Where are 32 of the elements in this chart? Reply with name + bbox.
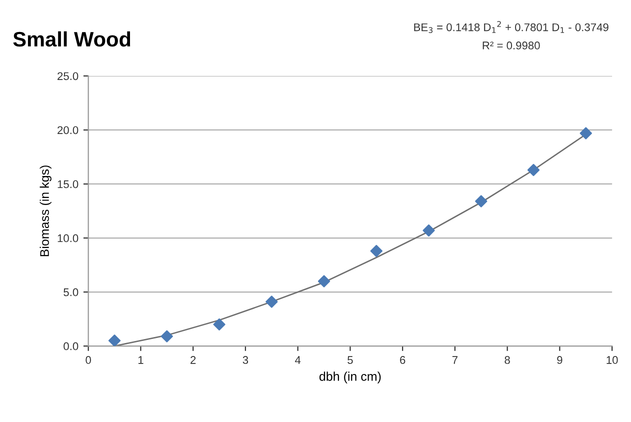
x-tick-label: 4 (295, 356, 301, 364)
point (213, 318, 226, 331)
x-tick-label: 10 (606, 356, 618, 364)
y-tick-label: 25.0 (58, 72, 78, 80)
point (580, 127, 592, 140)
x-tick-label: 5 (348, 356, 353, 364)
point (160, 330, 173, 342)
x-tick-label: 2 (190, 356, 196, 364)
x-tick-label: 1 (138, 356, 144, 364)
y-tick-label: 20.0 (58, 126, 78, 134)
point (475, 195, 488, 208)
y-axis-title: Biomass (in kgs) (40, 166, 52, 256)
y-tick-label: 5.0 (64, 288, 78, 296)
text: BE$_{3}$ = 0.1418 D$_{1}$$^{2}$ + 0.7801 D$_{1}$ - 0.3749 (414, 21, 608, 34)
point (527, 164, 540, 176)
y-tick-label: 0.0 (64, 342, 78, 350)
y-tick-label: 10.0 (58, 234, 78, 242)
x-tick-label: 6 (400, 356, 406, 364)
x-tick-label: 3 (242, 356, 248, 364)
point (318, 275, 330, 288)
point (422, 224, 435, 237)
point (108, 334, 121, 346)
chart-title: Small Wood (13, 31, 130, 47)
point (370, 244, 382, 258)
text: R² = 0.9980 (482, 42, 540, 50)
x-axis-title: dbh (in cm) (319, 372, 381, 384)
x-tick-label: 0 (86, 356, 91, 364)
x-tick-label: 8 (504, 356, 510, 364)
point (266, 296, 278, 308)
x-tick-label: 9 (557, 356, 562, 364)
y-tick-label: 15.0 (58, 180, 78, 188)
x-tick-label: 7 (452, 356, 458, 364)
